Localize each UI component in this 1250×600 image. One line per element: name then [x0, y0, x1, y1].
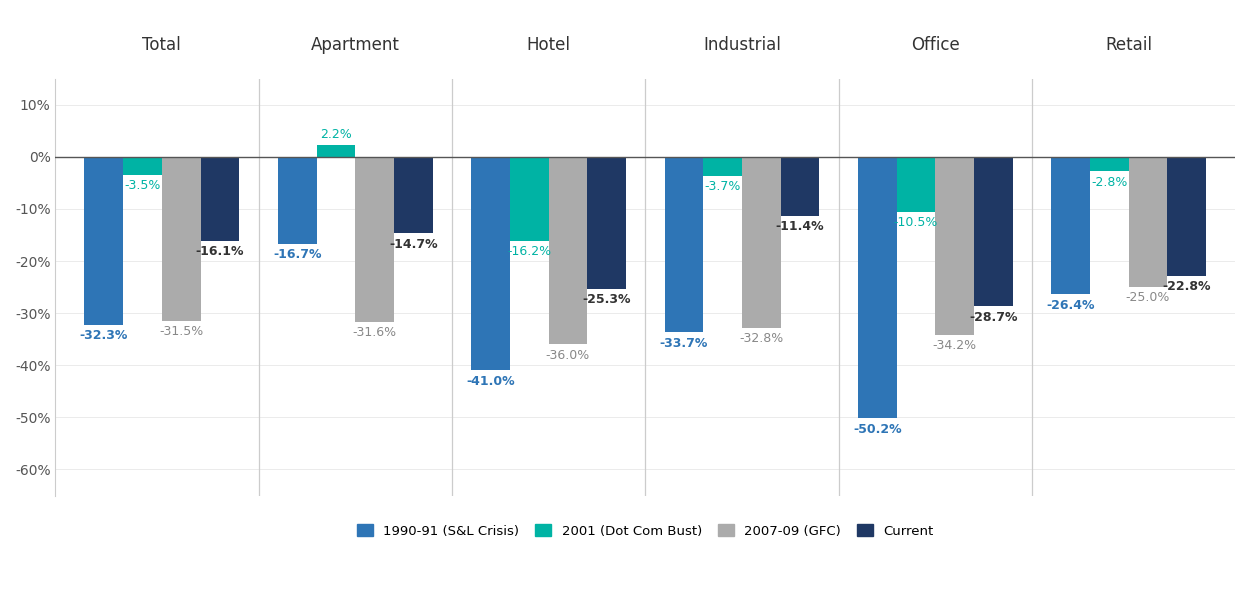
Text: -31.6%: -31.6%	[352, 326, 396, 338]
Text: -32.8%: -32.8%	[739, 332, 784, 345]
Text: -3.7%: -3.7%	[705, 181, 741, 193]
Legend: 1990-91 (S&L Crisis), 2001 (Dot Com Bust), 2007-09 (GFC), Current: 1990-91 (S&L Crisis), 2001 (Dot Com Bust…	[351, 519, 939, 543]
Text: Industrial: Industrial	[703, 36, 781, 54]
Bar	[161, 157, 200, 321]
Text: -16.7%: -16.7%	[272, 248, 321, 261]
Text: -10.5%: -10.5%	[894, 216, 939, 229]
Bar	[896, 157, 935, 212]
Bar	[316, 145, 355, 157]
Bar	[665, 157, 704, 332]
Text: -36.0%: -36.0%	[546, 349, 590, 362]
Bar	[124, 157, 161, 175]
Bar	[1168, 157, 1206, 275]
Text: 2.2%: 2.2%	[320, 128, 351, 141]
Bar	[704, 157, 742, 176]
Bar	[355, 157, 394, 322]
Bar	[742, 157, 780, 328]
Bar	[935, 157, 974, 335]
Text: -26.4%: -26.4%	[1046, 299, 1095, 311]
Text: -32.3%: -32.3%	[80, 329, 128, 343]
Bar	[780, 157, 819, 216]
Text: -28.7%: -28.7%	[969, 311, 1017, 323]
Bar	[278, 157, 316, 244]
Bar	[1090, 157, 1129, 172]
Text: -25.3%: -25.3%	[582, 293, 631, 306]
Bar	[1129, 157, 1168, 287]
Bar	[200, 157, 239, 241]
Bar	[510, 157, 549, 241]
Text: Hotel: Hotel	[526, 36, 570, 54]
Text: -3.5%: -3.5%	[124, 179, 161, 192]
Text: -14.7%: -14.7%	[389, 238, 438, 251]
Text: -25.0%: -25.0%	[1126, 291, 1170, 304]
Text: -50.2%: -50.2%	[853, 422, 901, 436]
Bar	[549, 157, 588, 344]
Bar	[85, 157, 124, 325]
Bar	[471, 157, 510, 370]
Bar	[858, 157, 896, 418]
Bar	[1051, 157, 1090, 295]
Text: -22.8%: -22.8%	[1162, 280, 1211, 293]
Text: -16.1%: -16.1%	[195, 245, 244, 258]
Text: Retail: Retail	[1105, 36, 1152, 54]
Bar	[588, 157, 626, 289]
Bar	[974, 157, 1012, 307]
Text: -11.4%: -11.4%	[775, 220, 824, 233]
Text: Office: Office	[911, 36, 960, 54]
Text: -16.2%: -16.2%	[508, 245, 551, 259]
Text: -41.0%: -41.0%	[466, 374, 515, 388]
Text: Total: Total	[142, 36, 181, 54]
Text: -34.2%: -34.2%	[932, 339, 976, 352]
Bar	[394, 157, 432, 233]
Text: -33.7%: -33.7%	[660, 337, 707, 350]
Text: -31.5%: -31.5%	[159, 325, 204, 338]
Text: Apartment: Apartment	[311, 36, 400, 54]
Text: -2.8%: -2.8%	[1091, 176, 1128, 188]
